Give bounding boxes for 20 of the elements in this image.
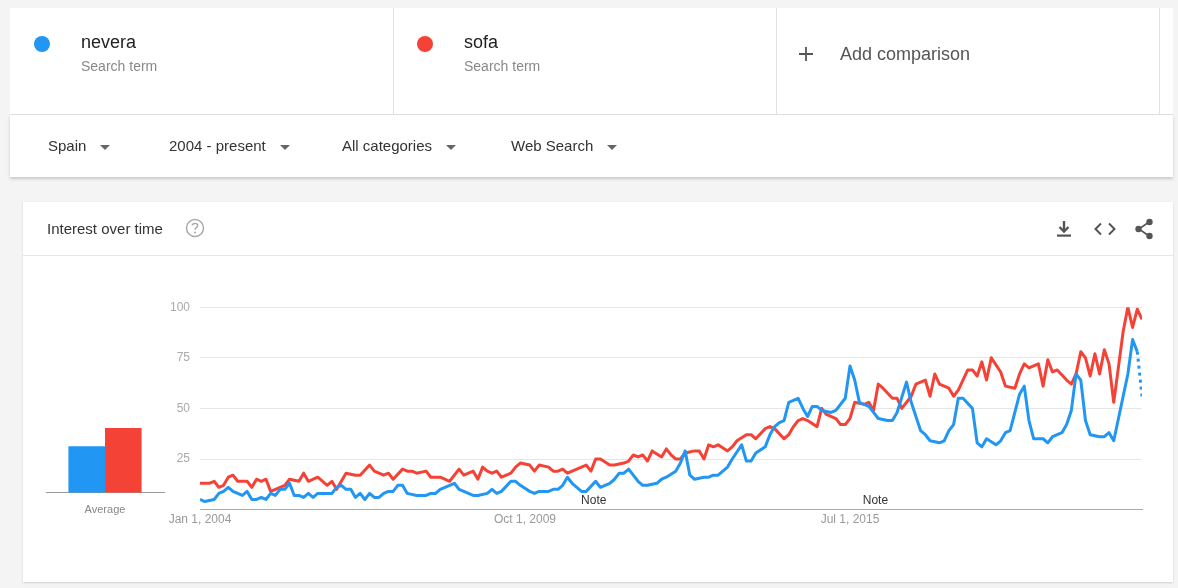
x-tick-label: Average xyxy=(84,503,126,516)
legend-label: nevera xyxy=(81,32,137,53)
text: Web Search xyxy=(511,137,594,154)
x-tick-label: Jul 1, 2015 xyxy=(820,512,880,527)
text: All categories xyxy=(342,137,433,154)
y-tick-label: 100 xyxy=(169,299,191,314)
x-tick-label: Jan 1, 2004 xyxy=(168,512,232,527)
annotation: Note xyxy=(862,492,889,507)
legend-label: sofa xyxy=(464,32,499,53)
y-tick-label: 50 xyxy=(176,400,191,415)
text: Search term xyxy=(464,58,541,74)
chart-title: Interest over time xyxy=(47,220,163,237)
x-tick-label: Oct 1, 2009 xyxy=(493,512,557,527)
text: Spain xyxy=(48,137,87,154)
annotation: Note xyxy=(581,492,607,507)
text: Add comparison xyxy=(840,44,971,65)
y-tick-label: 25 xyxy=(176,451,191,466)
text: 2004 - present xyxy=(169,137,266,154)
y-tick-label: 75 xyxy=(176,350,191,365)
text: Search term xyxy=(81,58,158,74)
